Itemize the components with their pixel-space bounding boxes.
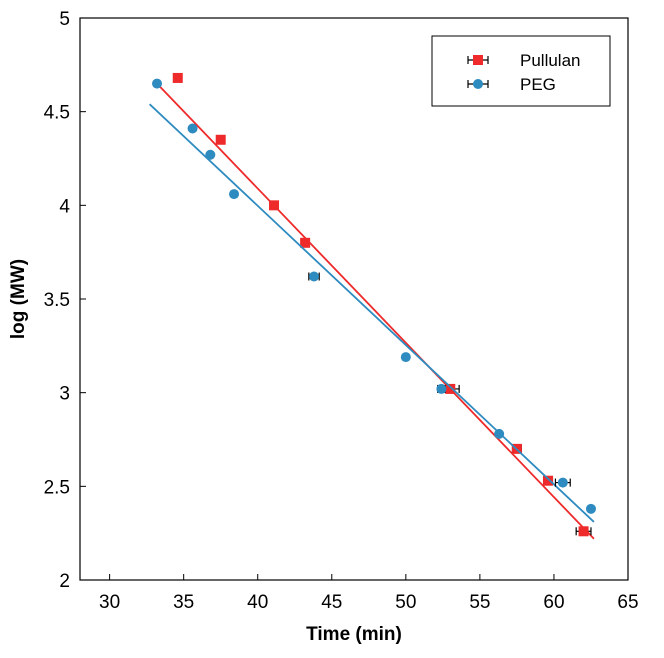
x-tick-label: 30 — [99, 592, 120, 613]
data-point-peg — [152, 78, 163, 89]
series-peg — [148, 78, 596, 523]
legend-label-pullulan: Pullulan — [520, 51, 581, 70]
data-point-peg — [557, 477, 568, 488]
legend-item-peg: PEG — [467, 75, 556, 94]
axis-ticks — [80, 17, 629, 581]
data-point-peg — [400, 352, 411, 363]
y-axis-title: log (MW) — [8, 259, 29, 339]
data-point-peg — [229, 189, 240, 200]
x-tick-labels: 30 35 40 45 50 55 60 65 — [99, 592, 639, 613]
legend-marker-peg — [473, 79, 483, 89]
data-point-pullulan — [543, 475, 554, 486]
x-tick-label: 40 — [247, 592, 268, 613]
x-tick-label: 50 — [395, 592, 416, 613]
series-pullulan — [156, 72, 595, 540]
fit-line-pullulan — [156, 82, 595, 540]
y-tick-label: 4.5 — [44, 103, 70, 124]
legend-item-pullulan: Pullulan — [467, 51, 581, 70]
y-tick-label: 3 — [59, 384, 70, 405]
data-point-pullulan — [172, 72, 183, 83]
x-tick-label: 65 — [617, 592, 638, 613]
x-tick-label: 45 — [321, 592, 342, 613]
data-point-pullulan — [269, 200, 280, 211]
y-tick-labels: 2 2.5 3 3.5 4 4.5 5 — [44, 9, 71, 592]
legend-box — [431, 35, 611, 107]
data-point-peg — [585, 503, 596, 514]
x-tick-label: 35 — [173, 592, 194, 613]
legend-marker-pullulan — [473, 55, 483, 65]
data-point-peg — [494, 428, 505, 439]
y-tick-label: 2.5 — [44, 477, 70, 498]
y-tick-label: 3.5 — [44, 290, 70, 311]
legend: Pullulan PEG — [431, 35, 611, 107]
data-point-peg — [436, 383, 447, 394]
data-point-pullulan — [215, 134, 226, 145]
y-tick-label: 4 — [59, 196, 70, 217]
data-point-peg — [187, 123, 198, 134]
legend-label-peg: PEG — [520, 75, 556, 94]
x-axis-title: Time (min) — [306, 624, 402, 645]
y-tick-label: 5 — [59, 9, 70, 30]
y-tick-label: 2 — [59, 571, 70, 592]
series-layer — [148, 72, 596, 540]
data-point-pullulan — [445, 383, 456, 394]
data-point-peg — [205, 149, 216, 160]
data-point-pullulan — [578, 526, 589, 537]
fit-line-peg — [148, 103, 595, 523]
data-point-pullulan — [300, 237, 311, 248]
x-tick-label: 60 — [543, 592, 564, 613]
data-point-peg — [309, 271, 320, 282]
x-tick-label: 55 — [469, 592, 490, 613]
